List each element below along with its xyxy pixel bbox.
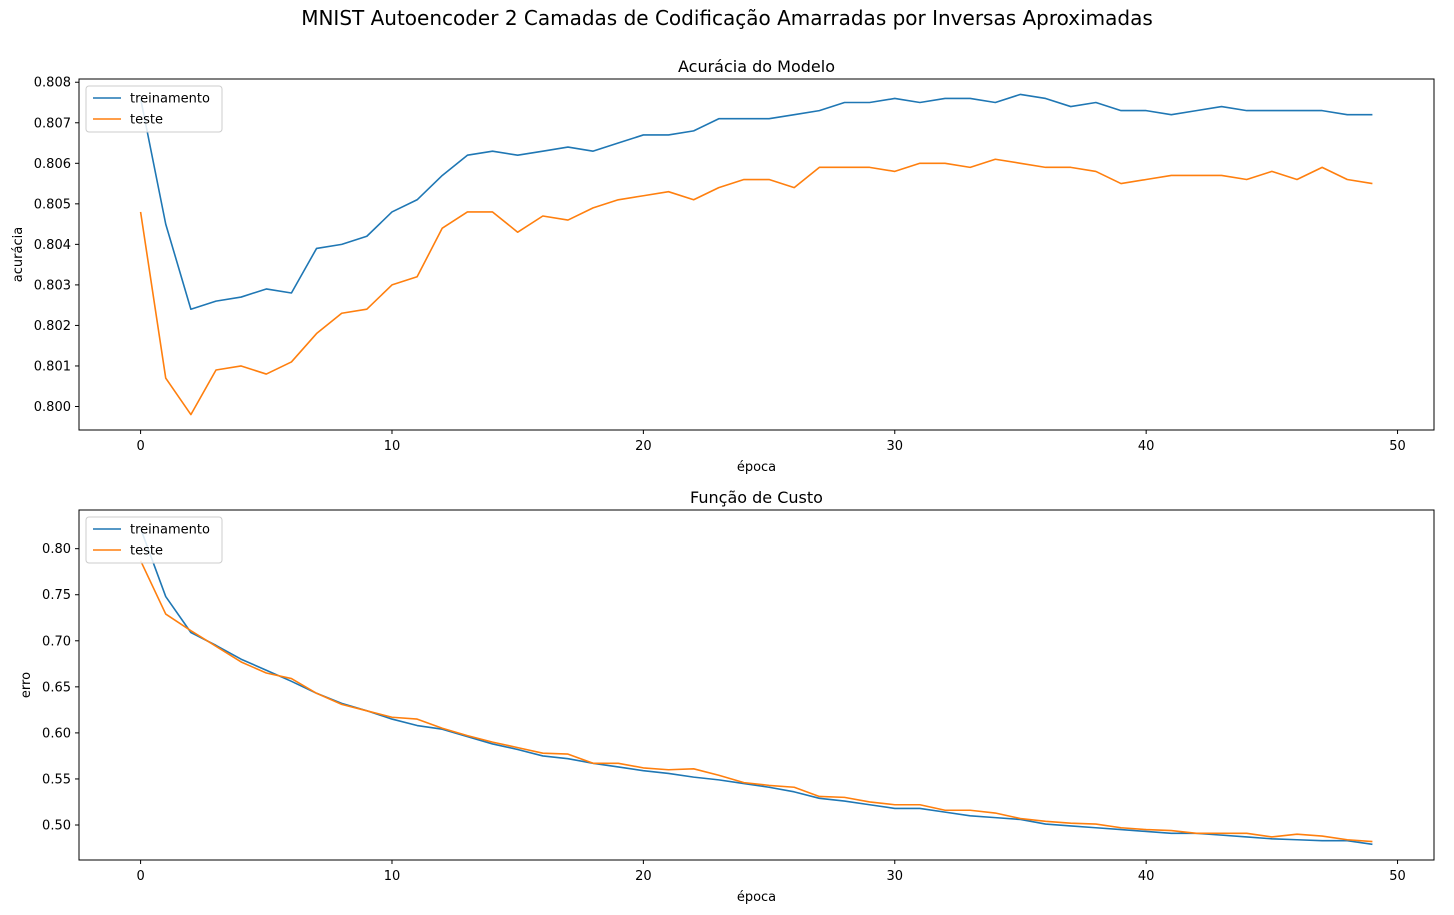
y-tick-label: 0.806 — [34, 157, 71, 172]
y-tick-label: 0.805 — [34, 197, 71, 212]
plot-frame — [78, 509, 1435, 861]
y-tick-label: 0.801 — [34, 359, 71, 374]
legend-label: teste — [130, 544, 163, 559]
y-tick-label: 0.70 — [42, 634, 71, 649]
y-tick-label: 0.807 — [34, 116, 71, 131]
y-tick-label: 0.808 — [34, 76, 71, 91]
y-axis-label: erro — [19, 672, 34, 698]
series-line-test — [139, 560, 1373, 843]
x-tick-label: 0 — [136, 439, 144, 454]
figure-title: MNIST Autoencoder 2 Camadas de Codificaç… — [301, 6, 1153, 30]
plot-frame — [78, 78, 1435, 431]
y-axis-label: acurácia — [11, 227, 26, 282]
x-tick-label: 40 — [1138, 869, 1155, 884]
y-tick-label: 0.60 — [42, 726, 71, 741]
legend: treinamento teste — [85, 85, 223, 133]
x-tick-label: 10 — [384, 439, 401, 454]
x-tick-label: 30 — [886, 439, 903, 454]
x-tick-label: 0 — [136, 869, 144, 884]
series-line-train — [139, 528, 1373, 846]
y-tick-label: 0.65 — [42, 680, 71, 695]
x-tick-label: 10 — [384, 869, 401, 884]
legend-label: teste — [130, 113, 163, 128]
y-tick-label: 0.802 — [34, 319, 71, 334]
legend: treinamento teste — [85, 516, 223, 564]
x-tick-label: 40 — [1138, 439, 1155, 454]
y-tick-label: 0.55 — [42, 772, 71, 787]
chart-title: Acurácia do Modelo — [678, 57, 835, 76]
y-tick-label: 0.50 — [42, 819, 71, 834]
y-tick-label: 0.803 — [34, 278, 71, 293]
x-tick-label: 20 — [635, 869, 652, 884]
x-tick-label: 50 — [1389, 439, 1406, 454]
series-line-train — [139, 93, 1373, 311]
x-tick-label: 20 — [635, 439, 652, 454]
series-line-test — [139, 158, 1373, 416]
legend-label: treinamento — [130, 523, 210, 538]
y-tick-label: 0.80 — [42, 542, 71, 557]
x-tick-label: 30 — [886, 869, 903, 884]
legend-label: treinamento — [130, 92, 210, 107]
y-tick-label: 0.75 — [42, 588, 71, 603]
y-tick-label: 0.800 — [34, 400, 71, 415]
chart-1: Acurácia do Modelo 0 10 20 30 40 50 0.800 0.801 0… — [11, 57, 1435, 475]
chart-title: Função de Custo — [690, 488, 823, 507]
x-tick-label: 50 — [1389, 869, 1406, 884]
x-axis-label: época — [737, 890, 776, 905]
y-tick-label: 0.804 — [34, 238, 71, 253]
chart-2: Função de Custo 0 10 20 30 40 50 0.50 0.55 0.60 0.… — [19, 488, 1435, 905]
x-axis-label: época — [737, 460, 776, 475]
